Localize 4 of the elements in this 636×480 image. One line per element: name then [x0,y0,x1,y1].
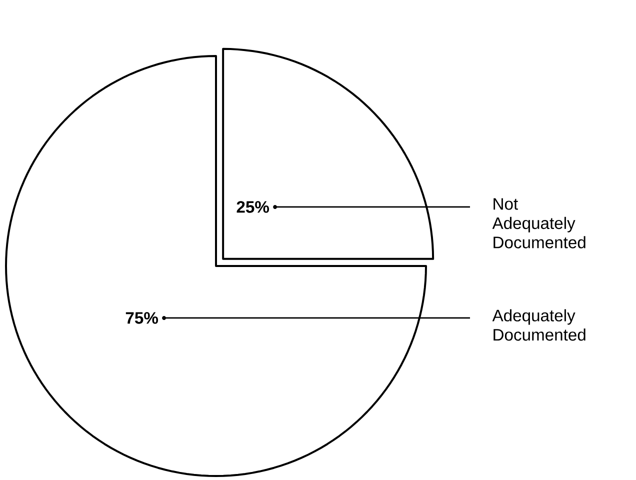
data-label: 75% [126,312,158,324]
data-label: 25% [236,201,270,213]
slice-label: Not Adequately Documented [492,198,586,248]
slice-label: Adequately Documented [492,309,586,341]
